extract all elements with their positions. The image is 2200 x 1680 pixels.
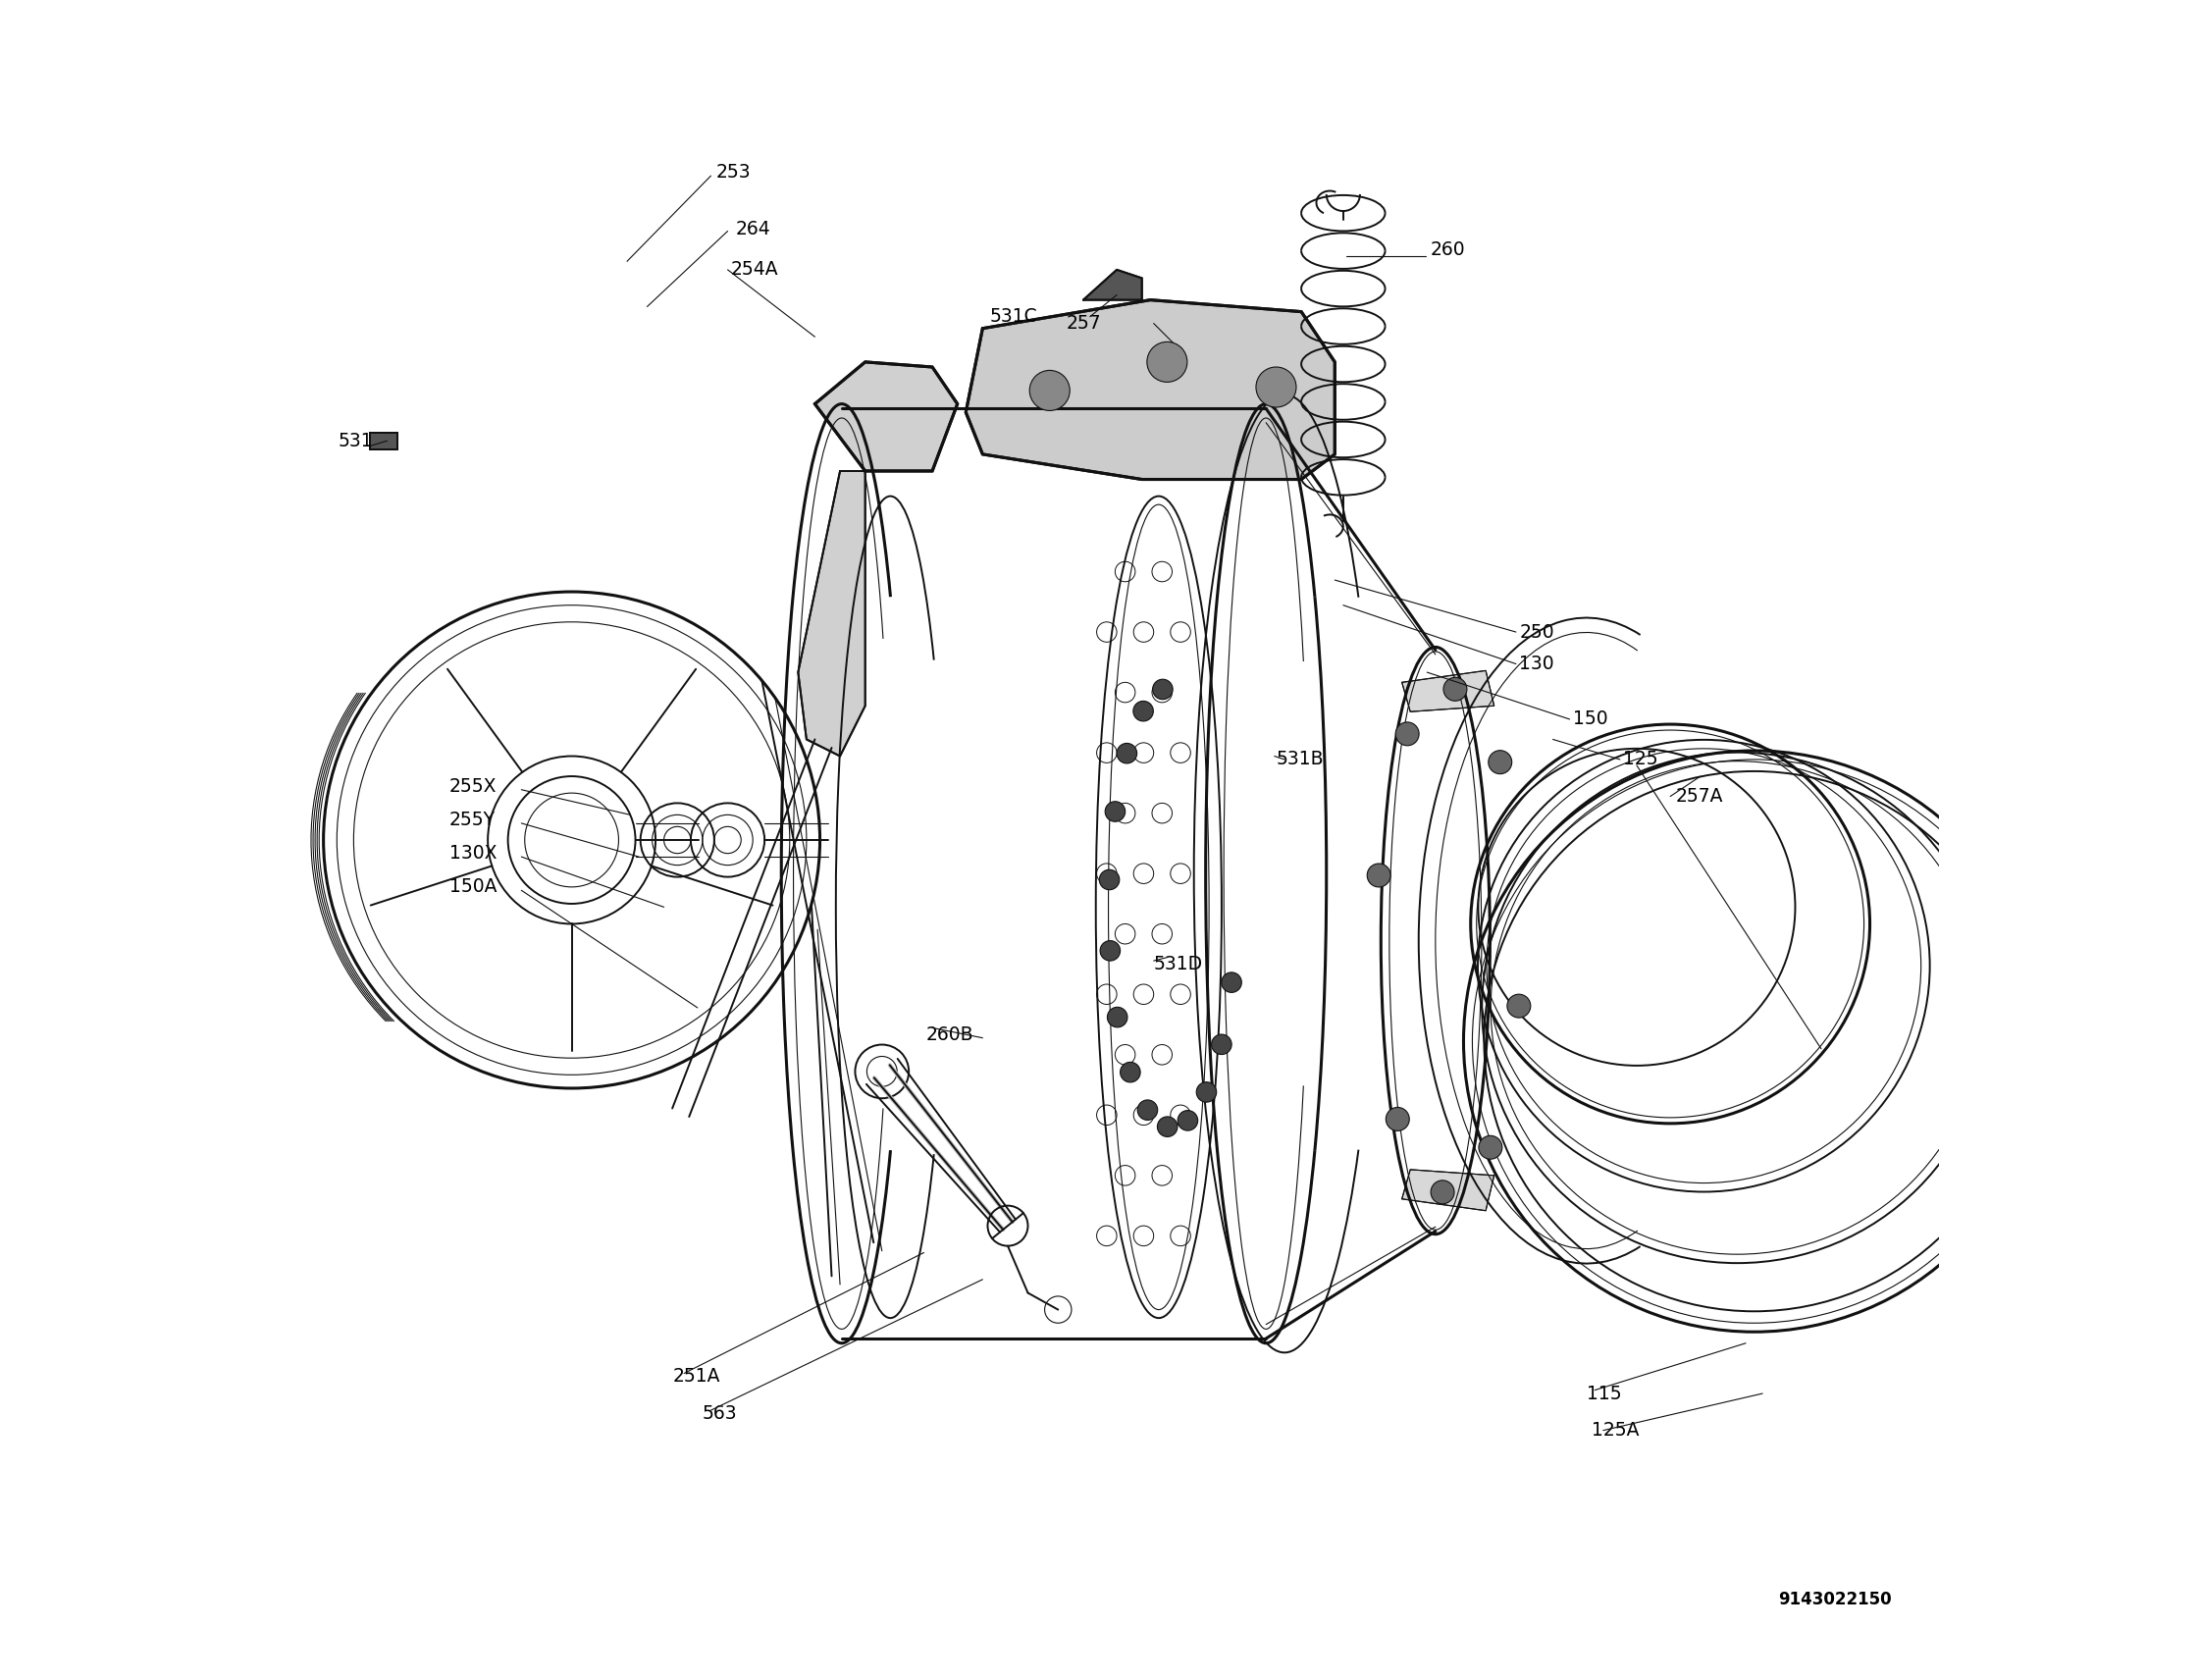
Text: 130: 130 <box>1520 655 1553 674</box>
Text: 260: 260 <box>1430 240 1465 259</box>
Circle shape <box>1221 973 1241 993</box>
Text: 125A: 125A <box>1591 1421 1639 1440</box>
Text: 250: 250 <box>1520 623 1553 642</box>
Text: 531B: 531B <box>1276 751 1324 769</box>
Text: 255Y: 255Y <box>449 810 495 830</box>
Circle shape <box>1133 701 1153 721</box>
Circle shape <box>1118 743 1137 763</box>
Polygon shape <box>814 361 957 470</box>
Circle shape <box>1100 870 1120 890</box>
Text: 254A: 254A <box>730 260 779 279</box>
Polygon shape <box>966 301 1335 479</box>
Text: 150A: 150A <box>449 877 497 897</box>
Circle shape <box>1137 1100 1157 1121</box>
Polygon shape <box>1401 670 1494 712</box>
Circle shape <box>1212 1035 1232 1055</box>
Text: 264: 264 <box>737 220 772 239</box>
Text: 563: 563 <box>702 1404 737 1423</box>
Circle shape <box>1197 1082 1217 1102</box>
Circle shape <box>1256 366 1296 407</box>
Text: 255X: 255X <box>449 778 497 796</box>
Circle shape <box>1107 1006 1126 1026</box>
Circle shape <box>1366 864 1390 887</box>
Text: 257A: 257A <box>1674 786 1723 806</box>
Polygon shape <box>370 432 398 449</box>
Circle shape <box>1478 1136 1503 1159</box>
Text: 251A: 251A <box>673 1368 719 1386</box>
Circle shape <box>1120 1062 1140 1082</box>
Circle shape <box>1386 1107 1410 1131</box>
Circle shape <box>1153 679 1173 699</box>
Circle shape <box>1100 941 1120 961</box>
Polygon shape <box>1401 1169 1494 1211</box>
Text: 531: 531 <box>339 432 374 450</box>
Text: 257: 257 <box>1067 314 1102 333</box>
Text: 125: 125 <box>1624 751 1659 769</box>
Text: 115: 115 <box>1586 1384 1621 1403</box>
Text: 253: 253 <box>715 163 750 181</box>
Text: 130X: 130X <box>449 843 497 864</box>
Text: 150: 150 <box>1573 711 1608 729</box>
Polygon shape <box>799 470 865 756</box>
Text: 260B: 260B <box>926 1025 972 1043</box>
Text: 531D: 531D <box>1153 954 1203 973</box>
Circle shape <box>1104 801 1124 822</box>
Circle shape <box>1443 677 1467 701</box>
Circle shape <box>1507 995 1531 1018</box>
Text: 9143022150: 9143022150 <box>1778 1591 1892 1608</box>
Polygon shape <box>1082 270 1142 301</box>
Circle shape <box>1157 1117 1177 1137</box>
Text: 531C: 531C <box>990 307 1036 326</box>
Circle shape <box>1430 1181 1454 1205</box>
Circle shape <box>1395 722 1419 746</box>
Circle shape <box>1177 1110 1197 1131</box>
Circle shape <box>1030 370 1069 410</box>
Circle shape <box>1146 341 1188 381</box>
Circle shape <box>1489 751 1511 774</box>
